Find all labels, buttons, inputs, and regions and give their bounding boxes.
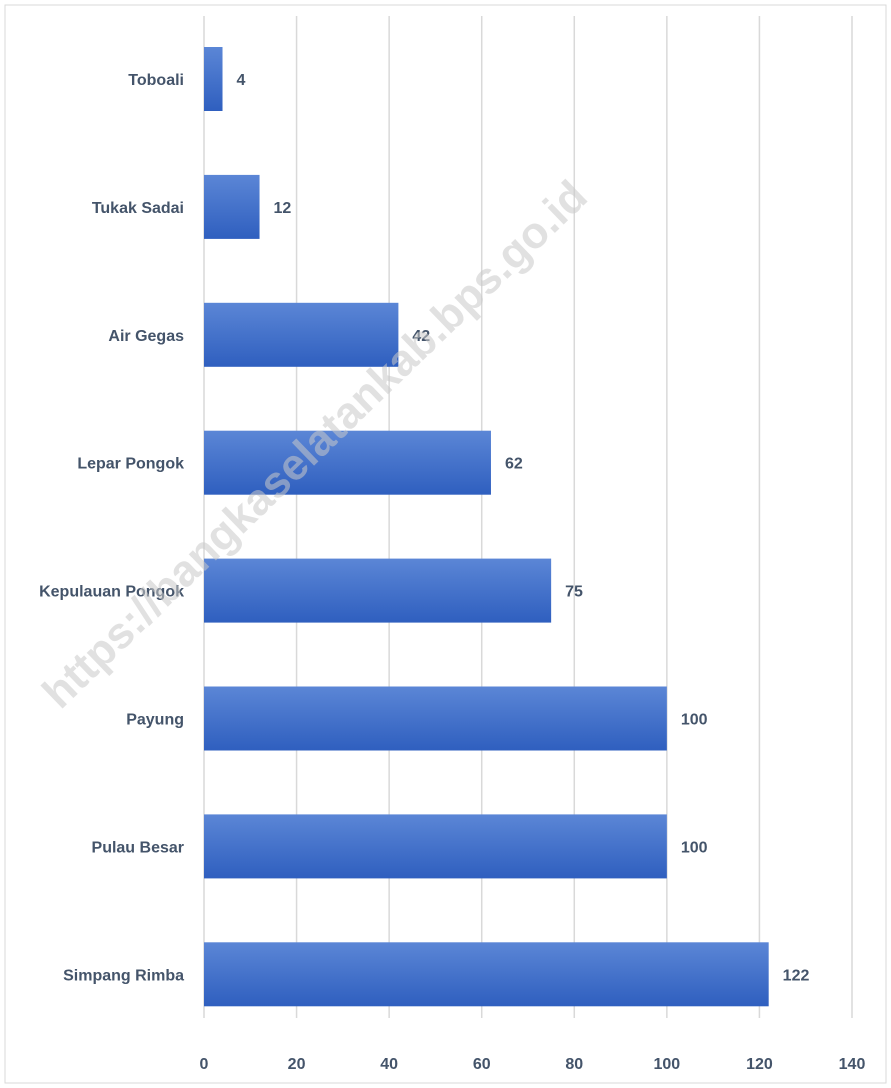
gridlines: [203, 16, 853, 1018]
bar: [204, 814, 667, 879]
bar: [204, 430, 491, 495]
x-tick-label: 140: [839, 1056, 866, 1073]
x-tick-label: 120: [746, 1056, 773, 1073]
x-axis-tick-labels: 0 20 40 60 80 100 120 140: [200, 1056, 866, 1073]
category-label: Kepulauan Pongok: [39, 584, 184, 601]
x-tick-label: 80: [565, 1056, 583, 1073]
x-tick-label: 60: [473, 1056, 491, 1073]
data-label: 4: [237, 72, 246, 89]
bar: [204, 174, 260, 239]
category-label: Simpang Rimba: [63, 967, 184, 984]
data-label: 100: [681, 712, 708, 729]
chart-frame: [4, 4, 887, 1084]
x-tick-label: 0: [200, 1056, 209, 1073]
x-tick-label: 40: [380, 1056, 398, 1073]
data-label: 12: [274, 200, 292, 217]
category-label: Air Gegas: [108, 328, 184, 345]
bar: [204, 47, 223, 111]
category-labels: Toboali Tukak Sadai Air Gegas Lepar Pongok K…: [39, 72, 184, 984]
category-label: Tukak Sadai: [92, 200, 184, 217]
category-label: Pulau Besar: [92, 839, 184, 856]
category-label: Payung: [126, 712, 184, 729]
bars: [204, 47, 769, 1007]
data-labels: 4 12 42 62 75 100 100 122: [237, 72, 810, 984]
bar: [204, 942, 769, 1007]
category-label: Lepar Pongok: [77, 456, 184, 473]
bar: [204, 558, 552, 623]
data-label: 62: [505, 456, 523, 473]
data-label: 75: [565, 584, 583, 601]
data-label: 100: [681, 839, 708, 856]
bar: [204, 302, 399, 367]
category-label: Toboali: [128, 72, 184, 89]
watermark-text: https://bangkaselatankab.bps.go.id: [33, 171, 596, 717]
bar: [204, 686, 667, 751]
x-tick-label: 20: [288, 1056, 306, 1073]
data-label: 42: [412, 328, 430, 345]
x-tick-label: 100: [654, 1056, 681, 1073]
data-label: 122: [783, 967, 810, 984]
